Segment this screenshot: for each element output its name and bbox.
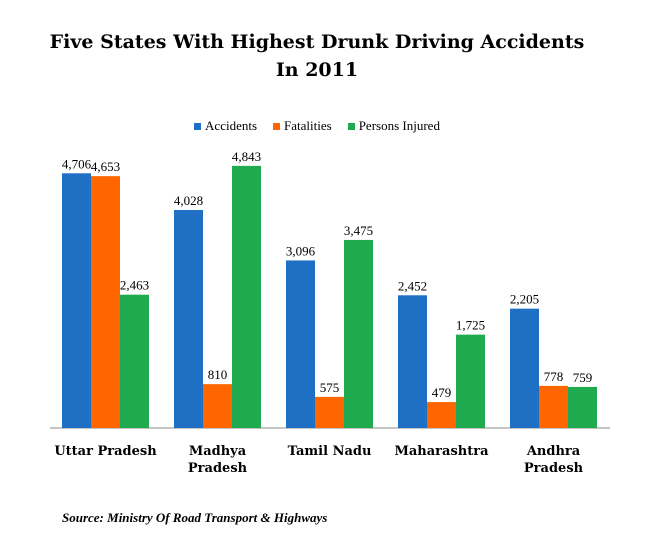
bar-accidents-2 [286, 260, 315, 428]
data-label-accidents-2: 3,096 [286, 243, 316, 258]
category-label-4-line-1: Pradesh [524, 461, 584, 476]
data-label-accidents-1: 4,028 [174, 193, 203, 208]
data-label-accidents-4: 2,205 [510, 292, 539, 307]
data-label-persons-injured-3: 1,725 [456, 318, 485, 333]
legend-label-fatalities: Fatalities [284, 118, 332, 133]
source-note: Source: Ministry Of Road Transport & Hig… [62, 510, 328, 525]
legend-swatch-persons-injured [347, 122, 355, 130]
data-label-persons-injured-1: 4,843 [232, 149, 261, 164]
category-label-1-line-1: Pradesh [188, 461, 248, 476]
category-label-3-line-0: Maharashtra [394, 444, 489, 459]
bar-accidents-4 [510, 308, 539, 428]
legend-label-accidents: Accidents [205, 118, 258, 133]
data-label-fatalities-1: 810 [208, 367, 228, 382]
category-label-4-line-0: Andhra [526, 444, 581, 459]
bar-persons-injured-3 [456, 334, 485, 428]
category-label-0-line-0: Uttar Pradesh [54, 444, 157, 459]
legend-swatch-fatalities [273, 122, 281, 130]
data-label-persons-injured-2: 3,475 [344, 223, 373, 238]
chart-title-line-1: Five States With Highest Drunk Driving A… [49, 31, 585, 53]
bar-accidents-1 [174, 209, 203, 428]
data-label-accidents-0: 4,706 [62, 156, 92, 171]
bar-persons-injured-0 [120, 294, 149, 428]
bar-accidents-0 [62, 173, 91, 428]
data-label-persons-injured-0: 2,463 [120, 278, 149, 293]
bar-fatalities-1 [203, 384, 232, 428]
data-label-fatalities-4: 778 [544, 369, 564, 384]
chart-title: Five States With Highest Drunk Driving A… [0, 28, 634, 84]
bar-accidents-3 [398, 295, 427, 428]
legend: Accidents Fatalities Persons Injured [0, 118, 634, 134]
legend-item-persons-injured: Persons Injured [347, 118, 440, 134]
data-label-accidents-3: 2,452 [398, 278, 427, 293]
category-label-2-line-0: Tamil Nadu [288, 444, 372, 459]
bar-fatalities-4 [539, 385, 568, 428]
legend-swatch-accidents [194, 122, 202, 130]
chart-title-line-2: In 2011 [275, 59, 359, 81]
legend-item-fatalities: Fatalities [273, 118, 332, 134]
data-label-persons-injured-4: 759 [573, 370, 593, 385]
category-label-1-line-0: Madhya [189, 444, 247, 459]
legend-label-persons-injured: Persons Injured [358, 118, 440, 133]
bar-persons-injured-1 [232, 165, 261, 428]
data-label-fatalities-2: 575 [320, 380, 340, 395]
legend-item-accidents: Accidents [194, 118, 257, 134]
bar-persons-injured-4 [568, 386, 597, 428]
bar-fatalities-2 [315, 396, 344, 428]
bar-persons-injured-2 [344, 239, 373, 428]
data-label-fatalities-3: 479 [432, 385, 452, 400]
bar-fatalities-0 [91, 176, 120, 428]
bar-fatalities-3 [427, 402, 456, 428]
data-label-fatalities-0: 4,653 [91, 159, 120, 174]
